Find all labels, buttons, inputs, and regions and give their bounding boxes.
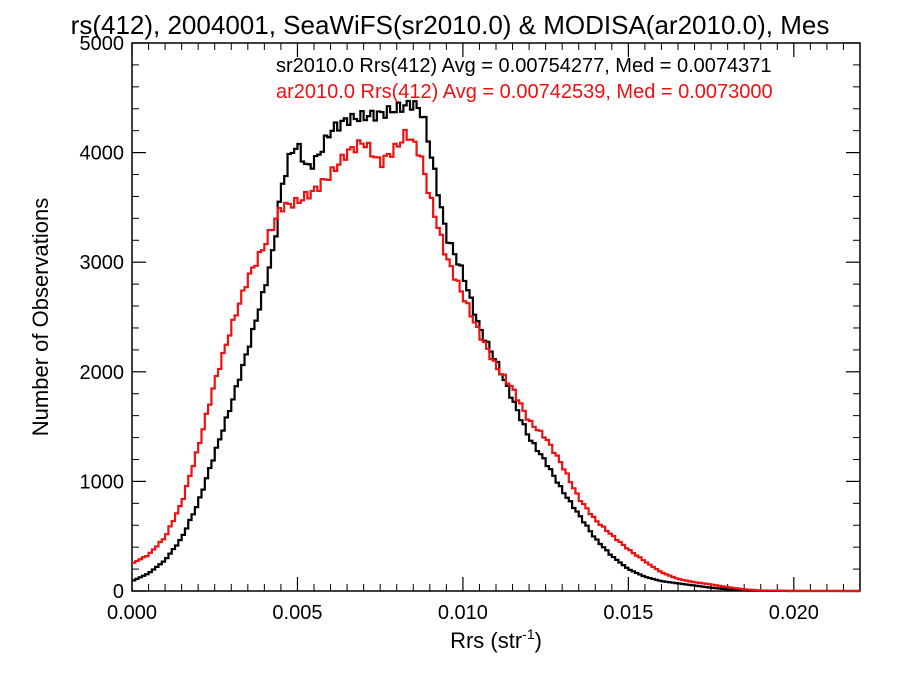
x-axis-label: Rrs (str-1) [450, 626, 542, 653]
y-axis-label: Number of Observations [28, 198, 53, 436]
series-line-sr2010 [132, 99, 860, 593]
series-line-ar2010 [132, 128, 860, 593]
y-tick-label: 2000 [80, 362, 125, 384]
x-axis: 0.000 0.005 0.010 0.015 0.020 [107, 43, 844, 624]
x-tick-label: 0.010 [438, 602, 488, 624]
y-tick-label: 1000 [80, 471, 125, 493]
series-group [132, 99, 860, 593]
x-tick-label: 0.000 [107, 602, 157, 624]
x-tick-label: 0.020 [769, 602, 819, 624]
chart-title: rs(412), 2004001, SeaWiFS(sr2010.0) & MO… [71, 10, 830, 40]
x-tick-label: 0.005 [272, 602, 322, 624]
x-tick-label: 0.015 [603, 602, 653, 624]
x-axis-label-superscript: -1 [522, 626, 535, 642]
y-tick-label: 0 [113, 581, 124, 603]
x-axis-label-close: ) [535, 628, 542, 653]
legend-entry-ar2010: ar2010.0 Rrs(412) Avg = 0.00742539, Med … [276, 81, 773, 103]
y-tick-label: 5000 [80, 33, 125, 55]
y-axis: 0 1000 2000 3000 4000 5000 [80, 33, 860, 603]
y-tick-label: 4000 [80, 143, 125, 165]
x-axis-label-main: Rrs (str [450, 628, 522, 653]
plot-frame [131, 42, 861, 592]
y-tick-label: 3000 [80, 252, 125, 274]
legend-entry-sr2010: sr2010.0 Rrs(412) Avg = 0.00754277, Med … [276, 55, 772, 77]
